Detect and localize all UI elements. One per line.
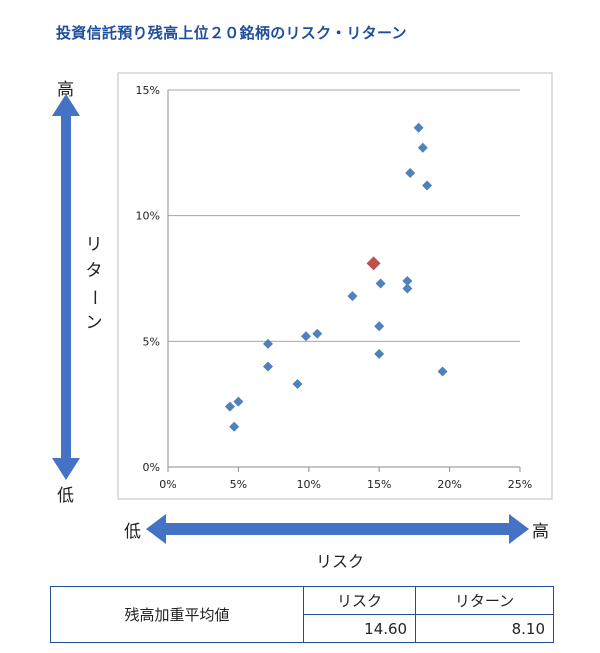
data-point <box>233 396 244 407</box>
data-point <box>300 331 311 342</box>
risk-axis-arrow <box>146 514 529 544</box>
x-tick-label: 0% <box>159 478 176 491</box>
risk-value: 14.60 <box>302 614 417 643</box>
y-axis-label-char: リ <box>85 235 103 255</box>
data-point <box>292 379 303 390</box>
data-point <box>229 421 240 432</box>
risk-header: リスク <box>302 586 417 615</box>
y-axis-label-char: ン <box>85 313 103 333</box>
data-point <box>374 348 385 359</box>
x-tick-label: 10% <box>297 478 321 491</box>
x-tick-label: 15% <box>367 478 391 491</box>
y-high-label: 高 <box>57 80 74 100</box>
x-low-label: 低 <box>124 522 141 542</box>
x-tick-label: 20% <box>437 478 461 491</box>
y-low-label: 低 <box>57 486 74 506</box>
y-tick-label: 5% <box>143 335 160 348</box>
weighted-average-label: 残高加重平均値 <box>50 586 304 643</box>
chart-title: 投資信託預り残高上位２０銘柄のリスク・リターン <box>56 24 407 42</box>
data-point <box>374 321 385 332</box>
data-point <box>402 283 413 294</box>
data-point <box>262 338 273 349</box>
data-point <box>405 167 416 178</box>
data-point <box>417 142 428 153</box>
y-tick-label: 10% <box>136 210 160 223</box>
data-point <box>312 328 323 339</box>
data-point <box>375 278 386 289</box>
data-point <box>262 361 273 372</box>
data-point <box>224 401 235 412</box>
data-point <box>402 276 413 287</box>
y-axis-label: リターン <box>80 232 108 336</box>
y-axis-label-char: タ <box>85 261 103 281</box>
plot-frame <box>117 72 553 500</box>
return-axis-arrow <box>52 94 80 480</box>
return-value: 8.10 <box>415 614 554 643</box>
data-point <box>437 366 448 377</box>
weighted-average-point <box>366 256 381 271</box>
y-axis-label-char: ー <box>83 288 103 306</box>
data-point <box>347 291 358 302</box>
data-point <box>422 180 433 191</box>
x-axis-label: リスク <box>315 552 364 571</box>
y-tick-label: 15% <box>136 84 160 97</box>
data-point <box>413 122 424 133</box>
x-high-label: 高 <box>532 522 549 542</box>
weighted-average-table: 残高加重平均値 リスク リターン 14.60 8.10 <box>50 586 554 643</box>
x-tick-label: 5% <box>230 478 247 491</box>
y-tick-label: 0% <box>143 461 160 474</box>
x-tick-label: 25% <box>508 478 532 491</box>
return-header: リターン <box>415 586 554 615</box>
